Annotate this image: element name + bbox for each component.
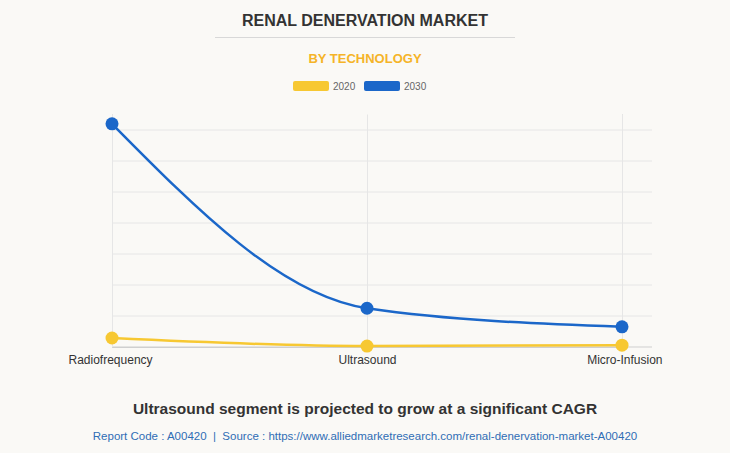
caption: Ultrasound segment is projected to grow … xyxy=(133,400,597,417)
source: Report Code : A00420 | Source : https://… xyxy=(93,430,637,442)
subtitle: BY TECHNOLOGY xyxy=(308,51,421,66)
x-axis-line xyxy=(113,115,623,348)
x-tick-label: Radiofrequency xyxy=(69,353,153,367)
x-tick: Ultrasound xyxy=(338,115,396,367)
legend-label: 2020 xyxy=(333,81,356,92)
chart: RENAL DENERVATION MARKET BY TECHNOLOGY 202… xyxy=(0,0,730,453)
x-grid-line xyxy=(112,115,113,348)
y-axis-line xyxy=(112,115,113,348)
x-axis: Radiofrequency Ultrasound Micro-Infusion xyxy=(69,115,663,367)
series-point xyxy=(361,340,374,353)
x-tick-label: Micro-Infusion xyxy=(587,353,662,367)
plot-area xyxy=(106,117,629,352)
grid-line xyxy=(112,316,652,317)
legend-swatch xyxy=(293,81,329,91)
series-point xyxy=(616,339,629,352)
grid-line xyxy=(112,254,652,255)
grid-line xyxy=(112,223,652,224)
legend: 2020 2030 xyxy=(293,81,427,92)
series-point xyxy=(106,117,119,130)
series-line xyxy=(112,124,622,327)
grid-line xyxy=(112,285,652,286)
grid-line xyxy=(112,161,652,162)
series-point xyxy=(361,302,374,315)
series-point xyxy=(106,332,119,345)
grid-line xyxy=(112,130,652,131)
x-tick-label: Ultrasound xyxy=(338,353,396,367)
y-grid xyxy=(112,130,652,347)
x-grid-line xyxy=(622,115,623,348)
title: RENAL DENERVATION MARKET xyxy=(242,12,488,29)
grid-line xyxy=(112,192,652,193)
legend-label: 2030 xyxy=(404,81,427,92)
series-point xyxy=(616,320,629,333)
legend-swatch xyxy=(364,81,400,91)
x-tick: Micro-Infusion xyxy=(587,115,662,367)
y-axis xyxy=(112,115,114,348)
title-underline xyxy=(215,37,515,38)
